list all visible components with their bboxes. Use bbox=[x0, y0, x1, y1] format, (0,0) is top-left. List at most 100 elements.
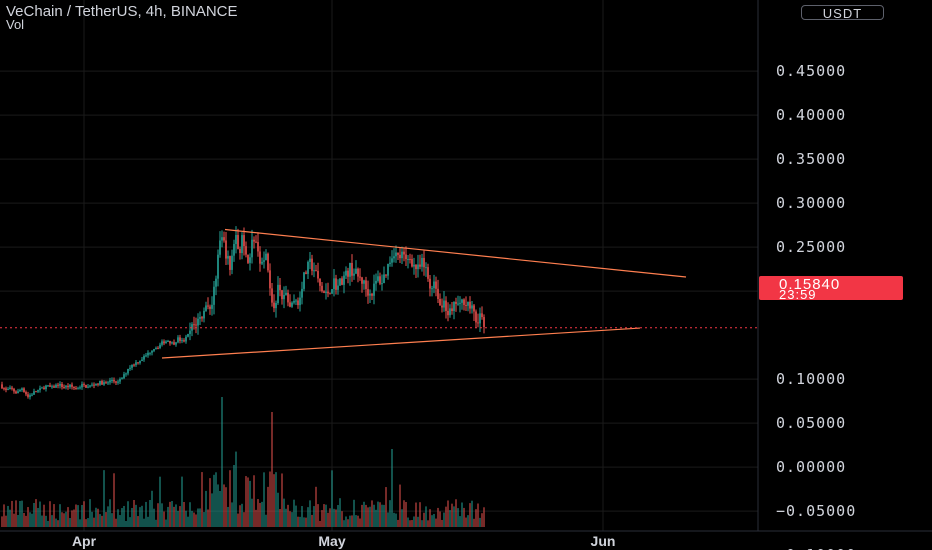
volume-bar bbox=[89, 499, 91, 527]
volume-bar bbox=[475, 509, 477, 527]
volume-bar bbox=[67, 507, 69, 527]
volume-bar bbox=[59, 504, 61, 527]
volume-bar bbox=[327, 512, 329, 527]
candle-body bbox=[195, 324, 197, 326]
volume-bar bbox=[47, 520, 49, 527]
candle-body bbox=[351, 262, 353, 276]
volume-bar bbox=[69, 518, 71, 527]
candle-body bbox=[181, 340, 183, 342]
candle-body bbox=[135, 362, 137, 365]
volume-bar bbox=[429, 509, 431, 527]
candle-body bbox=[157, 347, 159, 349]
candle-body bbox=[419, 264, 421, 267]
volume-bar bbox=[295, 505, 297, 527]
candle-body bbox=[463, 299, 465, 305]
bar-countdown: 23:59 bbox=[779, 287, 817, 302]
candle-body bbox=[263, 260, 265, 262]
volume-bar bbox=[213, 474, 215, 527]
volume-bar bbox=[357, 515, 359, 527]
volume-bar bbox=[287, 504, 289, 527]
candle-body bbox=[239, 248, 241, 254]
candle-body bbox=[209, 306, 211, 309]
candle-body bbox=[469, 301, 471, 309]
candle-body bbox=[165, 341, 167, 344]
volume-bar bbox=[61, 512, 63, 527]
candle-body bbox=[11, 387, 13, 389]
candle-body bbox=[387, 263, 389, 276]
candle-body bbox=[267, 253, 269, 271]
candle-body bbox=[49, 385, 51, 387]
candle-body bbox=[255, 241, 257, 243]
resistance-trendline[interactable] bbox=[224, 228, 687, 278]
volume-bar bbox=[95, 507, 97, 527]
candle-body bbox=[45, 385, 47, 390]
candle-body bbox=[251, 239, 253, 258]
currency-selector[interactable]: USDT bbox=[801, 5, 884, 21]
volume-bar bbox=[149, 499, 151, 527]
candle-body bbox=[433, 281, 435, 289]
candle-body bbox=[439, 298, 441, 306]
candle-body bbox=[177, 337, 179, 343]
candle-body bbox=[21, 388, 23, 390]
price-tick-label: 0.30000 bbox=[776, 194, 846, 212]
volume-bar bbox=[281, 473, 283, 527]
volume-bar bbox=[279, 509, 281, 527]
candle-body bbox=[83, 384, 85, 386]
candle-body bbox=[407, 258, 409, 260]
volume-bar bbox=[479, 517, 481, 527]
candle-body bbox=[141, 359, 143, 361]
candle-body bbox=[337, 285, 339, 290]
candle-body bbox=[55, 384, 57, 388]
candle-body bbox=[399, 254, 401, 259]
candle-body bbox=[187, 333, 189, 337]
volume-bar bbox=[197, 508, 199, 527]
candle-body bbox=[253, 239, 255, 242]
volume-bar bbox=[253, 475, 255, 527]
support-trendline[interactable] bbox=[161, 327, 641, 359]
candle-body bbox=[129, 367, 131, 369]
volume-bar bbox=[321, 510, 323, 527]
volume-bar bbox=[311, 514, 313, 527]
candle-body bbox=[241, 235, 243, 254]
time-tick-label: Apr bbox=[72, 533, 97, 549]
price-tick-label: 0.45000 bbox=[776, 62, 846, 80]
volume-bar bbox=[105, 512, 107, 527]
candle-body bbox=[355, 268, 357, 274]
candle-body bbox=[365, 280, 367, 290]
price-axis[interactable]: 0.450000.400000.350000.300000.250000.200… bbox=[776, 62, 856, 550]
volume-bar bbox=[117, 509, 119, 527]
candle-body bbox=[391, 258, 393, 263]
candle-body bbox=[333, 278, 335, 290]
volume-bar bbox=[297, 516, 299, 527]
candle-body bbox=[441, 305, 443, 308]
candle-body bbox=[63, 387, 65, 389]
candle-body bbox=[309, 258, 311, 262]
candle-body bbox=[79, 387, 81, 389]
candle-body bbox=[347, 270, 349, 277]
volume-bar bbox=[55, 518, 57, 527]
candle-body bbox=[41, 387, 43, 389]
volume-bar bbox=[125, 520, 127, 527]
candle-body bbox=[29, 395, 31, 397]
volume-bar bbox=[115, 518, 117, 527]
volume-bar bbox=[201, 472, 203, 527]
volume-bar bbox=[409, 520, 411, 527]
candle-body bbox=[77, 388, 79, 390]
volume-bar bbox=[205, 490, 207, 527]
candle-body bbox=[335, 278, 337, 290]
volume-bar bbox=[453, 506, 455, 527]
candle-body bbox=[193, 324, 195, 326]
volume-indicator-label[interactable]: Vol bbox=[6, 17, 25, 32]
candle-body bbox=[427, 267, 429, 279]
volume-bar bbox=[315, 486, 317, 527]
candle-body bbox=[225, 240, 227, 259]
candle-body bbox=[215, 278, 217, 287]
candle-body bbox=[373, 283, 375, 296]
candle-body bbox=[171, 342, 173, 344]
volume-bar bbox=[443, 512, 445, 527]
trendlines[interactable] bbox=[161, 228, 687, 359]
candle-body bbox=[35, 391, 37, 393]
time-axis[interactable]: Apr May Jun bbox=[72, 533, 616, 549]
volume-bar bbox=[139, 507, 141, 527]
